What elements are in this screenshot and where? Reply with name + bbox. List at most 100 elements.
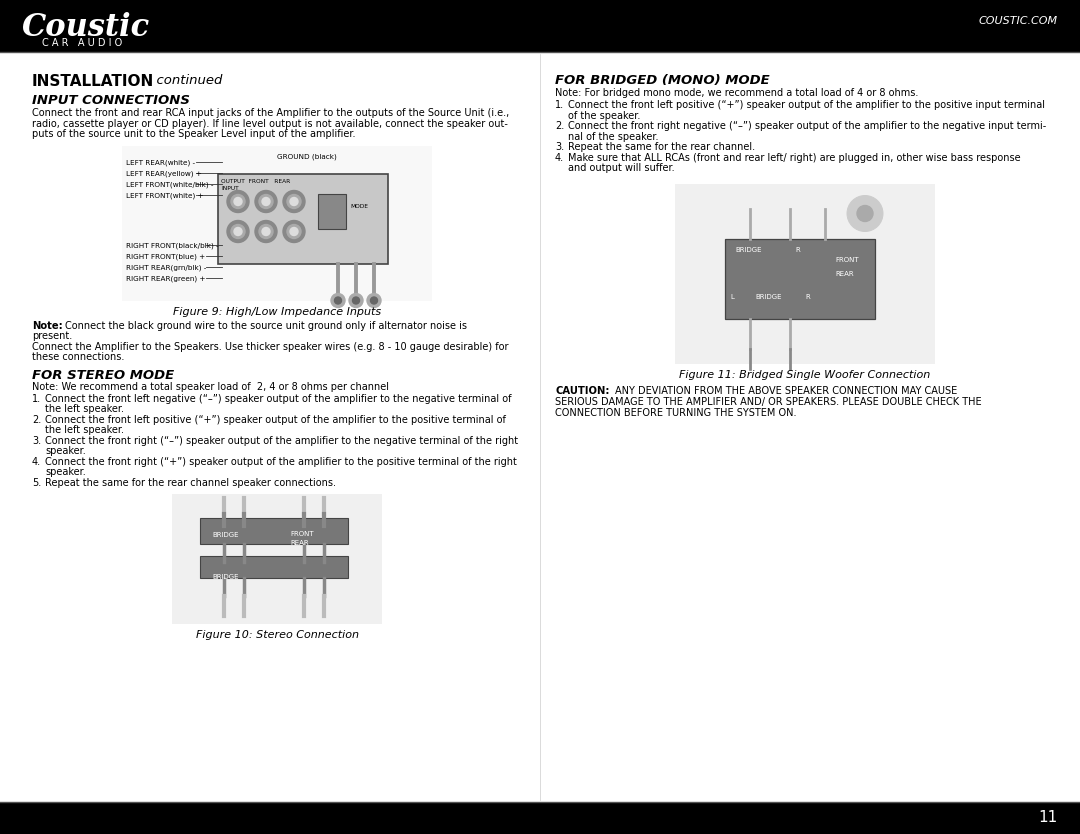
Text: RIGHT FRONT(black/blk) -: RIGHT FRONT(black/blk) - (126, 243, 218, 249)
Text: Note:: Note: (32, 320, 63, 330)
Bar (318, 193, 346, 229)
Text: Connect the front left positive (“+”) speaker output of the amplifier to the pos: Connect the front left positive (“+”) sp… (568, 100, 1045, 110)
Text: BRIDGE: BRIDGE (212, 532, 239, 538)
Text: speaker.: speaker. (45, 446, 85, 456)
Circle shape (262, 198, 270, 205)
Text: 4.: 4. (32, 456, 41, 466)
Circle shape (330, 294, 345, 308)
Circle shape (231, 194, 245, 208)
Text: Repeat the same for the rear channel.: Repeat the same for the rear channel. (568, 142, 755, 152)
Text: Connect the front left positive (“+”) speaker output of the amplifier to the pos: Connect the front left positive (“+”) sp… (45, 414, 505, 425)
Circle shape (227, 190, 249, 213)
Circle shape (349, 294, 363, 308)
Text: Figure 11: Bridged Single Woofer Connection: Figure 11: Bridged Single Woofer Connect… (679, 369, 931, 379)
Text: the left speaker.: the left speaker. (45, 404, 124, 414)
Text: and output will suffer.: and output will suffer. (568, 163, 675, 173)
Text: INSTALLATION: INSTALLATION (32, 74, 154, 89)
Text: 2.: 2. (555, 121, 564, 131)
Text: RIGHT FRONT(blue) +: RIGHT FRONT(blue) + (126, 254, 205, 260)
Circle shape (335, 297, 341, 304)
Circle shape (352, 297, 360, 304)
Text: ANY DEVIATION FROM THE ABOVE SPEAKER CONNECTION MAY CAUSE: ANY DEVIATION FROM THE ABOVE SPEAKER CON… (615, 385, 957, 395)
Text: CONNECTION BEFORE TURNING THE SYSTEM ON.: CONNECTION BEFORE TURNING THE SYSTEM ON. (555, 408, 797, 418)
Text: Connect the front right (“+”) speaker output of the amplifier to the positive te: Connect the front right (“+”) speaker ou… (45, 456, 517, 466)
Circle shape (259, 224, 273, 239)
Text: the left speaker.: the left speaker. (45, 425, 124, 435)
Text: R: R (795, 247, 800, 253)
Bar (172, 494, 382, 624)
Text: 11: 11 (1039, 811, 1058, 826)
Text: 3.: 3. (555, 142, 564, 152)
Text: Figure 10: Stereo Connection: Figure 10: Stereo Connection (195, 630, 359, 640)
Text: LEFT FRONT(white) +: LEFT FRONT(white) + (126, 193, 204, 199)
Text: BRIDGE: BRIDGE (755, 294, 782, 299)
Text: INPUT CONNECTIONS: INPUT CONNECTIONS (32, 94, 190, 107)
Text: Connect the black ground wire to the source unit ground only if alternator noise: Connect the black ground wire to the sou… (65, 320, 467, 330)
Text: C A R   A U D I O: C A R A U D I O (42, 38, 122, 48)
Circle shape (234, 228, 242, 235)
Text: LEFT REAR(yellow) +: LEFT REAR(yellow) + (126, 170, 202, 177)
Text: continued: continued (148, 74, 222, 87)
Text: Note: For bridged mono mode, we recommend a total load of 4 or 8 ohms.: Note: For bridged mono mode, we recommen… (555, 88, 918, 98)
Text: FRONT: FRONT (835, 257, 859, 263)
Text: 5.: 5. (32, 478, 41, 488)
Circle shape (231, 224, 245, 239)
Text: INPUT: INPUT (221, 185, 239, 190)
Text: puts of the source unit to the Speaker Level input of the amplifier.: puts of the source unit to the Speaker L… (32, 129, 355, 139)
Text: Repeat the same for the rear channel speaker connections.: Repeat the same for the rear channel spe… (45, 478, 336, 488)
Text: Figure 9: High/Low Impedance Inputs: Figure 9: High/Low Impedance Inputs (173, 307, 381, 316)
Text: 1.: 1. (32, 394, 41, 404)
Text: speaker.: speaker. (45, 467, 85, 477)
Text: present.: present. (32, 331, 72, 341)
Text: FOR STEREO MODE: FOR STEREO MODE (32, 369, 174, 381)
Text: 3.: 3. (32, 435, 41, 445)
Circle shape (283, 190, 305, 213)
Circle shape (847, 195, 883, 232)
Text: Make sure that ALL RCAs (front and rear left/ right) are plugged in, other wise : Make sure that ALL RCAs (front and rear … (568, 153, 1021, 163)
Text: these connections.: these connections. (32, 352, 124, 362)
Text: MODE: MODE (350, 203, 368, 208)
Text: RIGHT REAR(green) +: RIGHT REAR(green) + (126, 275, 205, 282)
Text: 1.: 1. (555, 100, 564, 110)
Circle shape (287, 194, 301, 208)
Circle shape (283, 220, 305, 243)
Text: of the speaker.: of the speaker. (568, 110, 640, 120)
Text: radio, cassette player or CD player). If line level output is not available, con: radio, cassette player or CD player). If… (32, 118, 508, 128)
Circle shape (287, 224, 301, 239)
Text: REAR: REAR (835, 270, 853, 277)
Circle shape (227, 220, 249, 243)
Text: RIGHT REAR(grn/blk) -: RIGHT REAR(grn/blk) - (126, 264, 206, 271)
Text: SERIOUS DAMAGE TO THE AMPLIFIER AND/ OR SPEAKERS. PLEASE DOUBLE CHECK THE: SERIOUS DAMAGE TO THE AMPLIFIER AND/ OR … (555, 396, 982, 406)
Circle shape (234, 198, 242, 205)
Bar (200, 556, 348, 578)
Text: L: L (730, 294, 734, 299)
Text: REAR: REAR (291, 540, 309, 546)
Text: CAUTION:: CAUTION: (555, 385, 609, 395)
Bar (122, 145, 432, 300)
Circle shape (255, 190, 276, 213)
Circle shape (291, 198, 298, 205)
Bar (218, 173, 388, 264)
Text: BRIDGE: BRIDGE (735, 247, 761, 253)
Text: Connect the front right negative (“–”) speaker output of the amplifier to the ne: Connect the front right negative (“–”) s… (568, 121, 1047, 131)
Text: Connect the front and rear RCA input jacks of the Amplifier to the outputs of th: Connect the front and rear RCA input jac… (32, 108, 510, 118)
Text: COUSTIC.COM: COUSTIC.COM (978, 16, 1058, 26)
Text: nal of the speaker.: nal of the speaker. (568, 132, 659, 142)
Circle shape (255, 220, 276, 243)
Text: 4.: 4. (555, 153, 564, 163)
Text: Note: We recommend a total speaker load of  2, 4 or 8 ohms per channel: Note: We recommend a total speaker load … (32, 381, 389, 391)
Bar (675, 183, 935, 364)
Text: GROUND (black): GROUND (black) (276, 153, 337, 160)
Circle shape (262, 228, 270, 235)
Circle shape (858, 205, 873, 222)
Text: FOR BRIDGED (MONO) MODE: FOR BRIDGED (MONO) MODE (555, 74, 770, 87)
Text: 2.: 2. (32, 414, 41, 425)
Text: Connect the Amplifier to the Speakers. Use thicker speaker wires (e.g. 8 - 10 ga: Connect the Amplifier to the Speakers. U… (32, 341, 509, 351)
Circle shape (370, 297, 378, 304)
Circle shape (259, 194, 273, 208)
Bar (0, 0, 1080, 52)
Bar (725, 239, 875, 319)
Bar (0, 802, 1080, 834)
Text: BRIDGE: BRIDGE (212, 574, 239, 580)
Text: OUTPUT  FRONT   REAR: OUTPUT FRONT REAR (221, 178, 291, 183)
